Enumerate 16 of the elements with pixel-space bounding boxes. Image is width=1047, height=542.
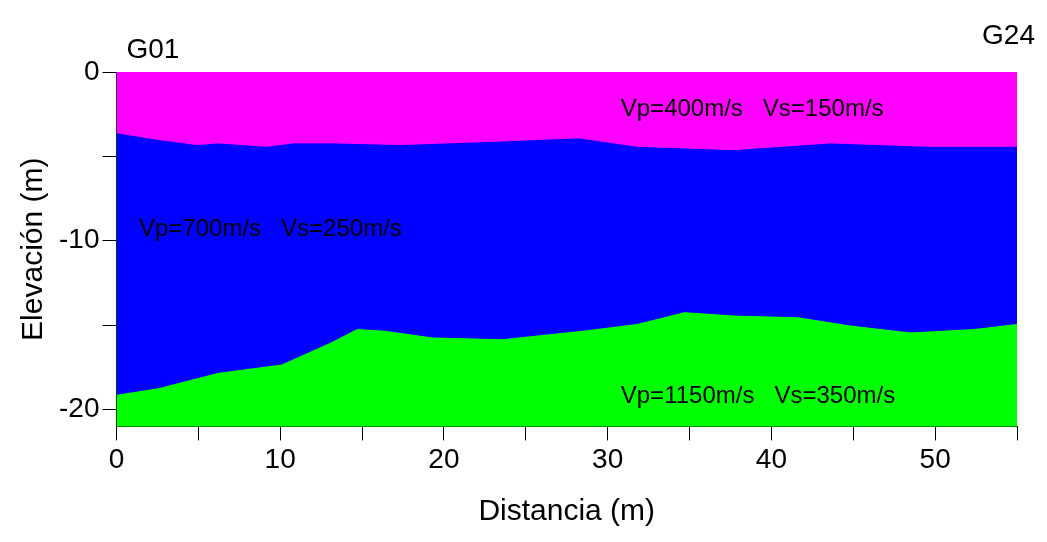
y-tick-label: -20 bbox=[59, 392, 100, 424]
annotation: Vp=1150m/s Vs=350m/s bbox=[620, 380, 896, 408]
x-tick-label: 40 bbox=[755, 442, 787, 474]
annotation: Vp=700m/s Vs=250m/s bbox=[138, 214, 402, 242]
y-tick-label: -10 bbox=[59, 223, 100, 255]
x-tick-label: 0 bbox=[108, 442, 125, 474]
text: G24 bbox=[982, 18, 1035, 50]
y-axis-title: Elevación (m) bbox=[15, 157, 49, 341]
x-tick-label: 20 bbox=[428, 442, 460, 474]
annotation: Vp=400m/s Vs=150m/s bbox=[620, 93, 884, 121]
x-axis-title: Distancia (m) bbox=[478, 493, 656, 527]
x-tick-label: 30 bbox=[592, 442, 624, 474]
x-tick-label: 50 bbox=[919, 442, 951, 474]
x-tick-label: 10 bbox=[264, 442, 296, 474]
y-tick-label: 0 bbox=[83, 54, 100, 86]
text: G01 bbox=[126, 32, 180, 64]
